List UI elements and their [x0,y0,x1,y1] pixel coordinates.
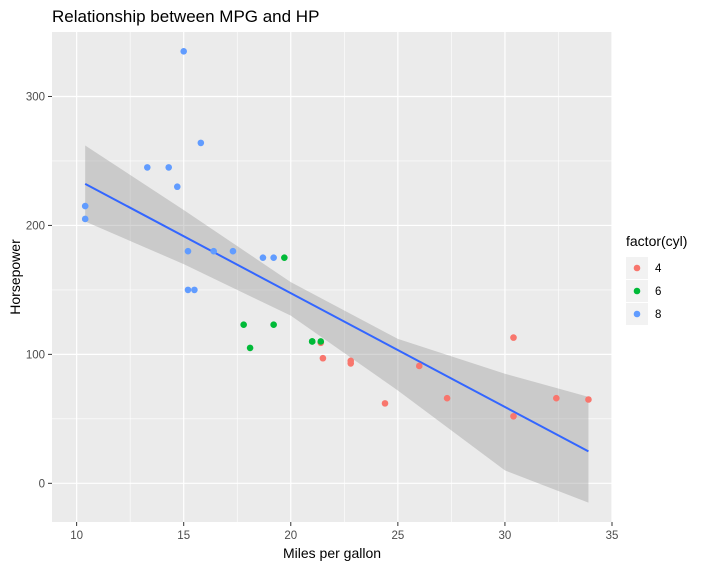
data-points [81,48,592,420]
x-tick-label: 25 [391,530,404,542]
x-tick-label: 20 [284,530,297,542]
x-tick-label: 15 [177,530,190,542]
x-tick-label: 10 [70,530,83,542]
legend-swatch-6 [633,287,641,295]
point-cyl-4 [443,394,451,402]
point-cyl-8 [165,164,173,171]
point-cyl-4 [381,400,389,407]
legend-label-8: 8 [655,309,661,321]
legend-label-4: 4 [655,263,662,275]
point-cyl-8 [210,247,217,255]
x-tick-label: 30 [499,530,512,542]
point-cyl-4 [347,357,355,365]
y-tick-label: 300 [26,91,45,103]
regression-line [84,182,589,453]
point-cyl-4 [319,354,327,362]
x-axis-title: Miles per gallon [283,545,381,561]
y-axis-title: Horsepower [7,239,23,315]
point-cyl-6 [317,338,325,345]
point-cyl-8 [229,247,237,255]
legend-title: factor(cyl) [626,233,687,249]
y-tick-label: 100 [26,349,45,361]
point-cyl-4 [415,362,423,370]
point-cyl-8 [270,254,277,261]
y-tick-label: 0 [39,478,45,490]
legend-swatch-4 [633,264,641,272]
point-cyl-8 [143,164,151,171]
major-gridlines [52,32,613,522]
point-cyl-4 [510,334,517,341]
point-cyl-6 [246,344,254,352]
point-cyl-8 [173,183,181,191]
legend-label-6: 6 [655,286,661,298]
point-cyl-4 [553,394,560,402]
point-cyl-8 [81,215,89,223]
x-axis-ticks: 10 15 20 25 30 35 [70,522,618,542]
point-cyl-4 [585,396,592,403]
point-cyl-8 [259,254,267,261]
legend-swatch-8 [633,310,641,318]
point-cyl-6 [270,321,277,329]
x-tick-label: 35 [606,530,619,542]
legend: factor(cyl) 4 6 8 [626,233,687,325]
y-axis-ticks: 0 100 200 300 [26,91,52,490]
chart-title: Relationship between MPG and HP [52,7,319,26]
point-cyl-8 [191,286,198,294]
point-cyl-4 [510,412,517,420]
point-cyl-8 [184,286,192,294]
point-cyl-8 [81,202,89,210]
point-cyl-8 [180,48,188,55]
plot-panel [52,32,612,522]
confidence-band [85,145,589,503]
minor-gridlines [52,32,612,522]
point-cyl-6 [281,254,288,261]
point-cyl-6 [308,338,316,345]
y-tick-label: 200 [26,220,45,232]
point-cyl-6 [240,321,247,329]
point-cyl-8 [184,247,192,255]
point-cyl-8 [197,139,205,147]
